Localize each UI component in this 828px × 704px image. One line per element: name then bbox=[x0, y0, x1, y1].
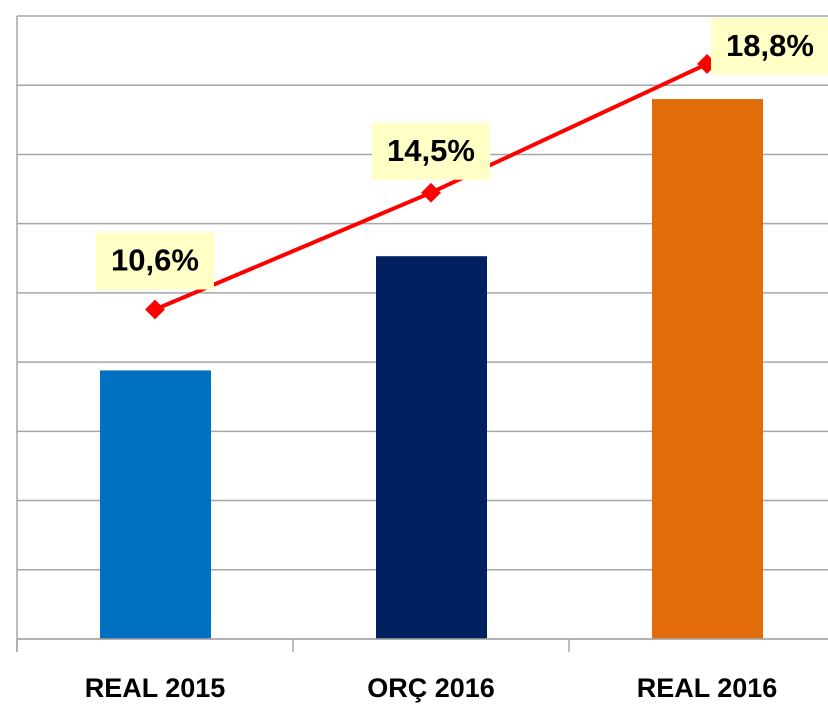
data-label: 14,5% bbox=[387, 133, 475, 168]
data-label-box bbox=[711, 17, 828, 75]
x-tick-label: REAL 2016 bbox=[637, 673, 778, 703]
data-label-box bbox=[96, 232, 214, 290]
x-tick-label: ORÇ 2016 bbox=[367, 673, 495, 703]
marker bbox=[421, 182, 441, 203]
bar bbox=[652, 99, 763, 640]
bar bbox=[376, 256, 487, 639]
data-label: 18,8% bbox=[726, 28, 814, 63]
marker bbox=[145, 299, 165, 320]
bar bbox=[100, 370, 211, 639]
data-label-box bbox=[372, 122, 490, 180]
x-tick-label: REAL 2015 bbox=[85, 673, 226, 703]
data-label: 10,6% bbox=[111, 243, 199, 278]
